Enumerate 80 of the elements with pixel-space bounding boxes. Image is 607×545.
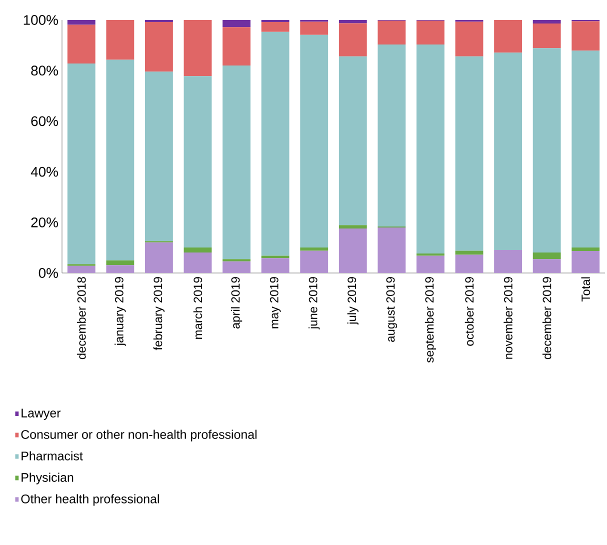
x-tick-label: april 2019 [230, 277, 242, 329]
x-tick-label: october 2019 [464, 277, 474, 346]
bar [106, 20, 134, 60]
x-tick-label: june 2019 [308, 277, 320, 330]
bar [222, 261, 250, 273]
x-tick-label: november 2019 [504, 277, 512, 359]
x-tick-label: february 2019 [153, 277, 165, 350]
legend-label: Pharmacist [22, 451, 83, 460]
bar [532, 259, 561, 273]
bar [532, 252, 561, 260]
bar [338, 56, 367, 226]
bar [338, 23, 367, 56]
bar [455, 250, 484, 255]
x-tick-label: july 2019 [347, 277, 358, 325]
bar [222, 66, 250, 260]
bar [300, 250, 328, 273]
y-tick-label: 80% [31, 66, 58, 76]
bar [572, 21, 600, 51]
bar [300, 247, 328, 251]
y-tick-label: 40% [30, 166, 58, 177]
bar [532, 48, 561, 253]
legend-label: Consumer or other non-health professional [21, 430, 256, 442]
bar [455, 22, 484, 56]
bar [67, 266, 96, 273]
bar [261, 258, 290, 273]
x-tick-label: may 2019 [270, 277, 281, 328]
bar [145, 22, 173, 72]
bar [378, 20, 406, 45]
bar [67, 64, 96, 264]
bar [494, 20, 522, 53]
bar [416, 256, 444, 273]
bar [67, 20, 96, 25]
bar [106, 265, 134, 273]
bar [572, 50, 600, 248]
bar [532, 20, 561, 24]
bar [145, 72, 173, 242]
bar [184, 76, 212, 248]
bar [300, 34, 328, 248]
bar [494, 52, 522, 250]
bar [416, 44, 444, 254]
y-tick-label: 100% [24, 15, 58, 25]
bar [416, 20, 444, 45]
x-tick-label: december 2018 [77, 277, 86, 360]
bar [455, 56, 484, 251]
bar [338, 228, 367, 273]
legend-label: Physician [22, 472, 74, 484]
x-tick-label: september 2019 [424, 277, 436, 363]
legend-label: Other health professional [21, 494, 159, 506]
bar [106, 60, 134, 260]
bar [338, 225, 367, 228]
bar [145, 242, 173, 273]
x-tick-label: march 2019 [193, 277, 202, 339]
bar [378, 227, 406, 273]
bar [261, 20, 290, 22]
x-tick-label: january 2019 [114, 277, 126, 346]
bar [184, 20, 212, 76]
bar [378, 44, 406, 226]
bar [261, 32, 290, 256]
bar [145, 20, 173, 22]
x-tick-label: Total [581, 277, 590, 302]
bar [494, 250, 522, 273]
bar [67, 24, 96, 64]
y-tick-label: 60% [31, 116, 58, 126]
bar [572, 247, 600, 251]
bar [300, 22, 328, 35]
x-tick-label: august 2019 [386, 277, 398, 342]
legend-label: Lawyer [22, 408, 61, 420]
bar [455, 254, 484, 273]
bar [261, 22, 290, 32]
bar [222, 27, 250, 66]
bar [222, 20, 250, 28]
bar [532, 24, 561, 48]
bar [184, 247, 212, 253]
y-tick-label: 0% [38, 268, 58, 278]
x-tick-label: december 2019 [542, 277, 552, 360]
bar [106, 260, 134, 266]
y-tick-label: 20% [31, 217, 58, 228]
bar [338, 20, 367, 24]
bar [572, 250, 600, 273]
bar [184, 252, 212, 273]
